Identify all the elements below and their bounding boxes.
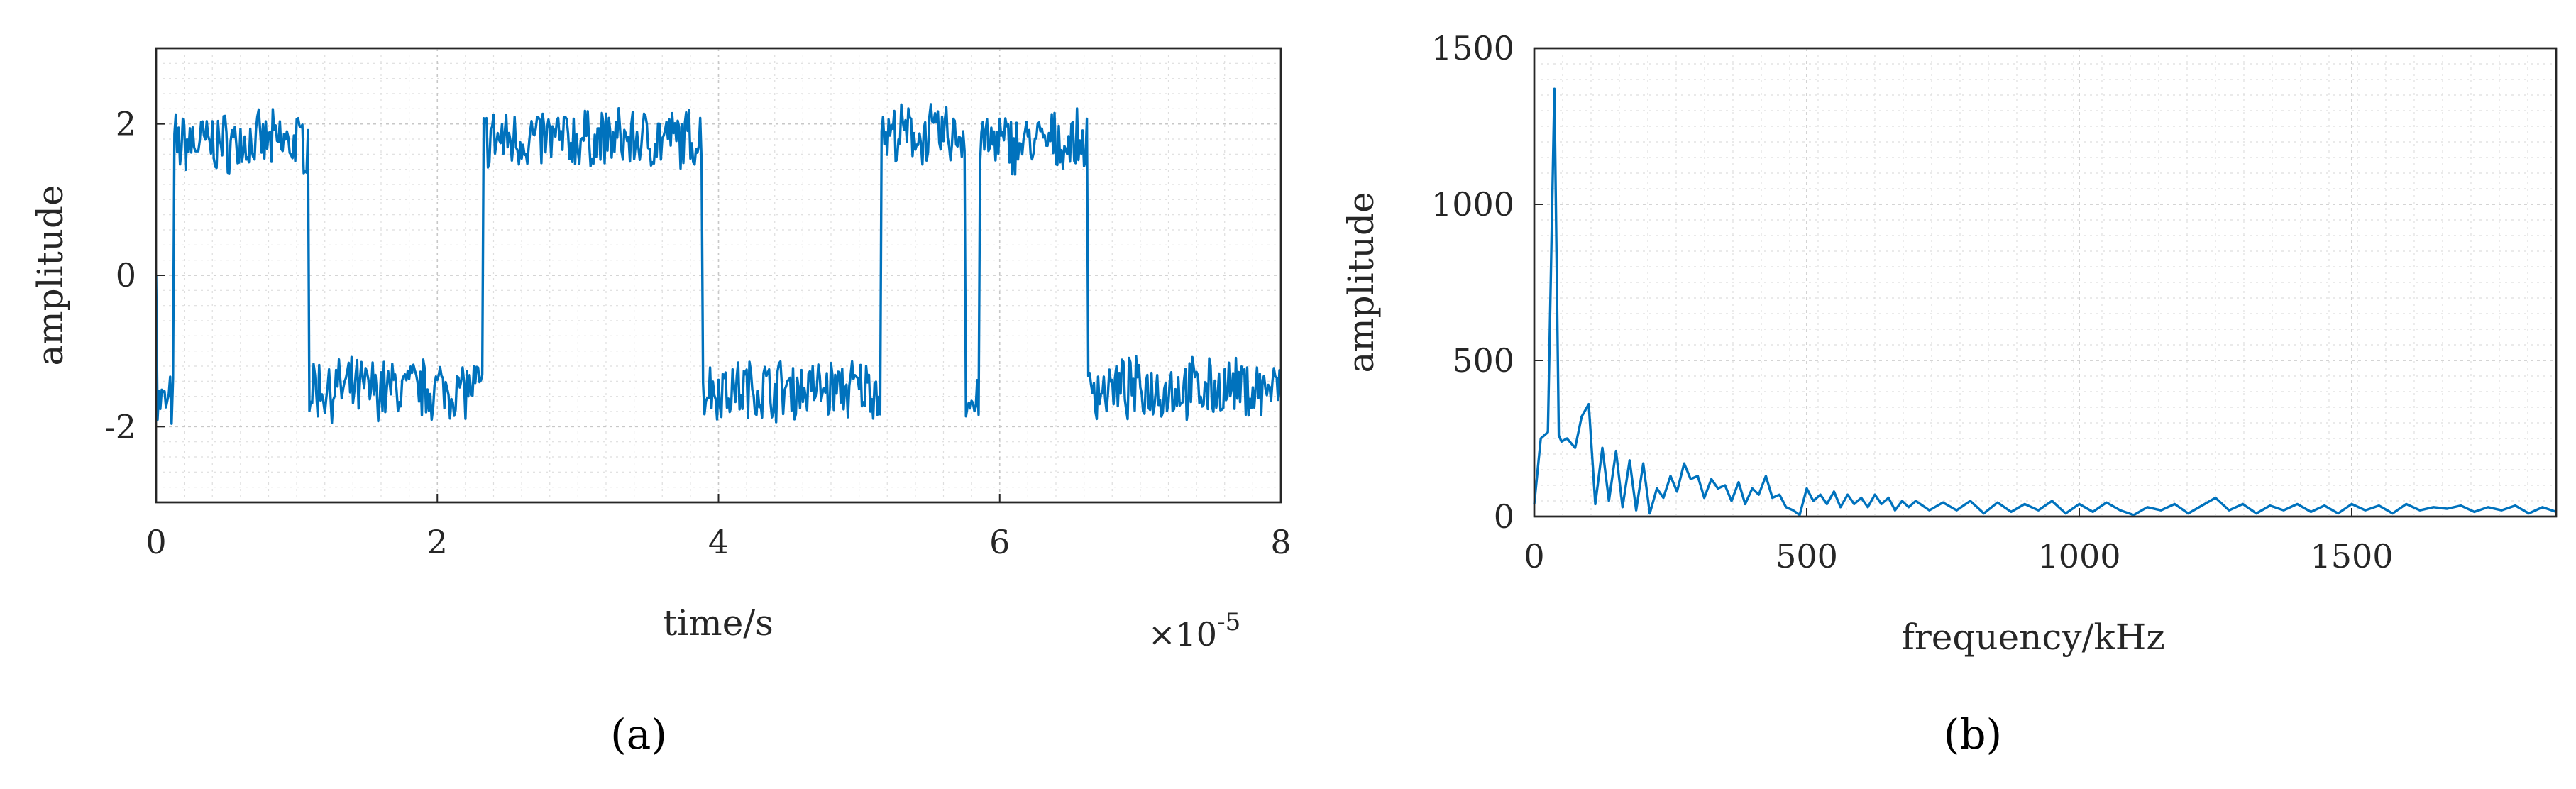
x-tick-label: 0 xyxy=(145,523,166,561)
chart-a-series-line xyxy=(155,103,1282,425)
y-tick-label: 2 xyxy=(116,105,136,143)
chart-b-ylabel: amplitude xyxy=(1341,192,1382,373)
chart-a-x-exponent-label: ×10-5 xyxy=(1148,608,1240,653)
y-tick-label: 500 xyxy=(1452,341,1514,380)
chart-a-xlabel: time/s xyxy=(663,602,774,644)
x-tick-label: 1500 xyxy=(2310,537,2393,575)
y-tick-label: 1000 xyxy=(1431,185,1514,224)
chart-a-yticks: -2 0 2 xyxy=(104,105,165,446)
chart-b-panel-label: (b) xyxy=(1944,710,2002,758)
chart-a-panel-label: (a) xyxy=(610,710,667,758)
chart-b-yticks: 0 500 1000 1500 xyxy=(1431,29,1543,536)
x-tick-label: 500 xyxy=(1776,537,1838,575)
x-tick-label: 4 xyxy=(708,523,729,561)
chart-b-xlabel: frequency/kHz xyxy=(1901,617,2164,658)
y-tick-label: -2 xyxy=(104,407,136,446)
chart-a-exponent-base: ×10 xyxy=(1148,615,1217,653)
chart-b-frame xyxy=(1533,47,2558,518)
y-tick-label: 1500 xyxy=(1431,29,1514,67)
x-tick-label: 8 xyxy=(1270,523,1291,561)
chart-a-exponent-power: -5 xyxy=(1217,608,1240,636)
chart-a: 0 2 4 6 8 -2 0 2 time/s amplitude ×10-5 (a) xyxy=(30,47,1292,758)
x-tick-label: 1000 xyxy=(2037,537,2120,575)
y-tick-label: 0 xyxy=(1494,497,1514,536)
x-tick-label: 2 xyxy=(427,523,448,561)
chart-b-series-line xyxy=(1533,87,2557,517)
chart-b-xticks: 0 500 1000 1500 xyxy=(1524,508,2394,575)
x-tick-label: 0 xyxy=(1524,537,1544,575)
chart-a-xticks: 0 2 4 6 8 xyxy=(145,494,1292,561)
y-tick-label: 0 xyxy=(116,256,136,294)
x-tick-label: 6 xyxy=(989,523,1010,561)
chart-b-grid xyxy=(1534,48,2556,517)
chart-a-ylabel: amplitude xyxy=(30,184,71,365)
